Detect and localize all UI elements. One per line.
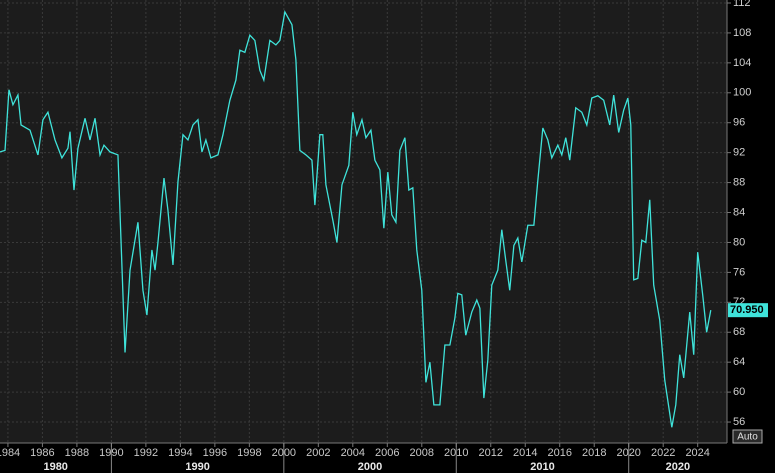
line-series [0, 10, 712, 428]
decade-label: 1980 [43, 461, 67, 473]
y-tick-label: 96 [733, 117, 745, 129]
y-tick-label: 80 [733, 236, 745, 248]
x-tick-label: 2022 [651, 447, 675, 459]
auto-button[interactable]: Auto [732, 429, 763, 444]
x-tick-label: 1996 [203, 447, 227, 459]
x-tick-label: 1986 [30, 447, 54, 459]
last-value-label: 70.950 [730, 304, 764, 316]
y-tick-label: 76 [733, 266, 745, 278]
x-tick-label: 2016 [547, 447, 571, 459]
y-axis-panel [727, 0, 775, 473]
x-tick-label: 2018 [582, 447, 606, 459]
y-tick-label: 60 [733, 386, 745, 398]
x-tick-label: 2012 [479, 447, 503, 459]
y-tick-label: 56 [733, 416, 745, 428]
x-tick-label: 1988 [65, 447, 89, 459]
last-value-box [728, 303, 768, 318]
x-tick-label: 2006 [375, 447, 399, 459]
y-tick-label: 108 [733, 27, 751, 39]
decade-label: 2020 [666, 461, 690, 473]
x-tick-label: 1992 [134, 447, 158, 459]
y-tick-label: 64 [733, 356, 745, 368]
auto-button-box[interactable] [732, 429, 763, 444]
x-tick-label: 2024 [685, 447, 709, 459]
x-tick-label: 1994 [168, 447, 192, 459]
x-axis-panel [0, 443, 727, 473]
y-tick-label: 84 [733, 206, 745, 218]
y-tick-label: 68 [733, 326, 745, 338]
y-tick-label: 92 [733, 147, 745, 159]
decade-label: 2000 [358, 461, 382, 473]
x-tick-label: 2008 [410, 447, 434, 459]
x-tick-label: 1998 [237, 447, 261, 459]
plot-area [0, 0, 727, 443]
x-tick-label: 2014 [513, 447, 537, 459]
y-tick-label: 112 [733, 0, 751, 9]
x-tick-label: 1984 [0, 447, 20, 459]
auto-button-label[interactable]: Auto [737, 432, 758, 443]
y-tick-label: 100 [733, 87, 751, 99]
x-tick-label: 2004 [341, 447, 365, 459]
y-tick-label: 88 [733, 176, 745, 188]
decade-label: 1990 [185, 461, 209, 473]
decade-label: 2010 [530, 461, 554, 473]
x-tick-label: 2002 [306, 447, 330, 459]
y-tick-label: 104 [733, 57, 751, 69]
